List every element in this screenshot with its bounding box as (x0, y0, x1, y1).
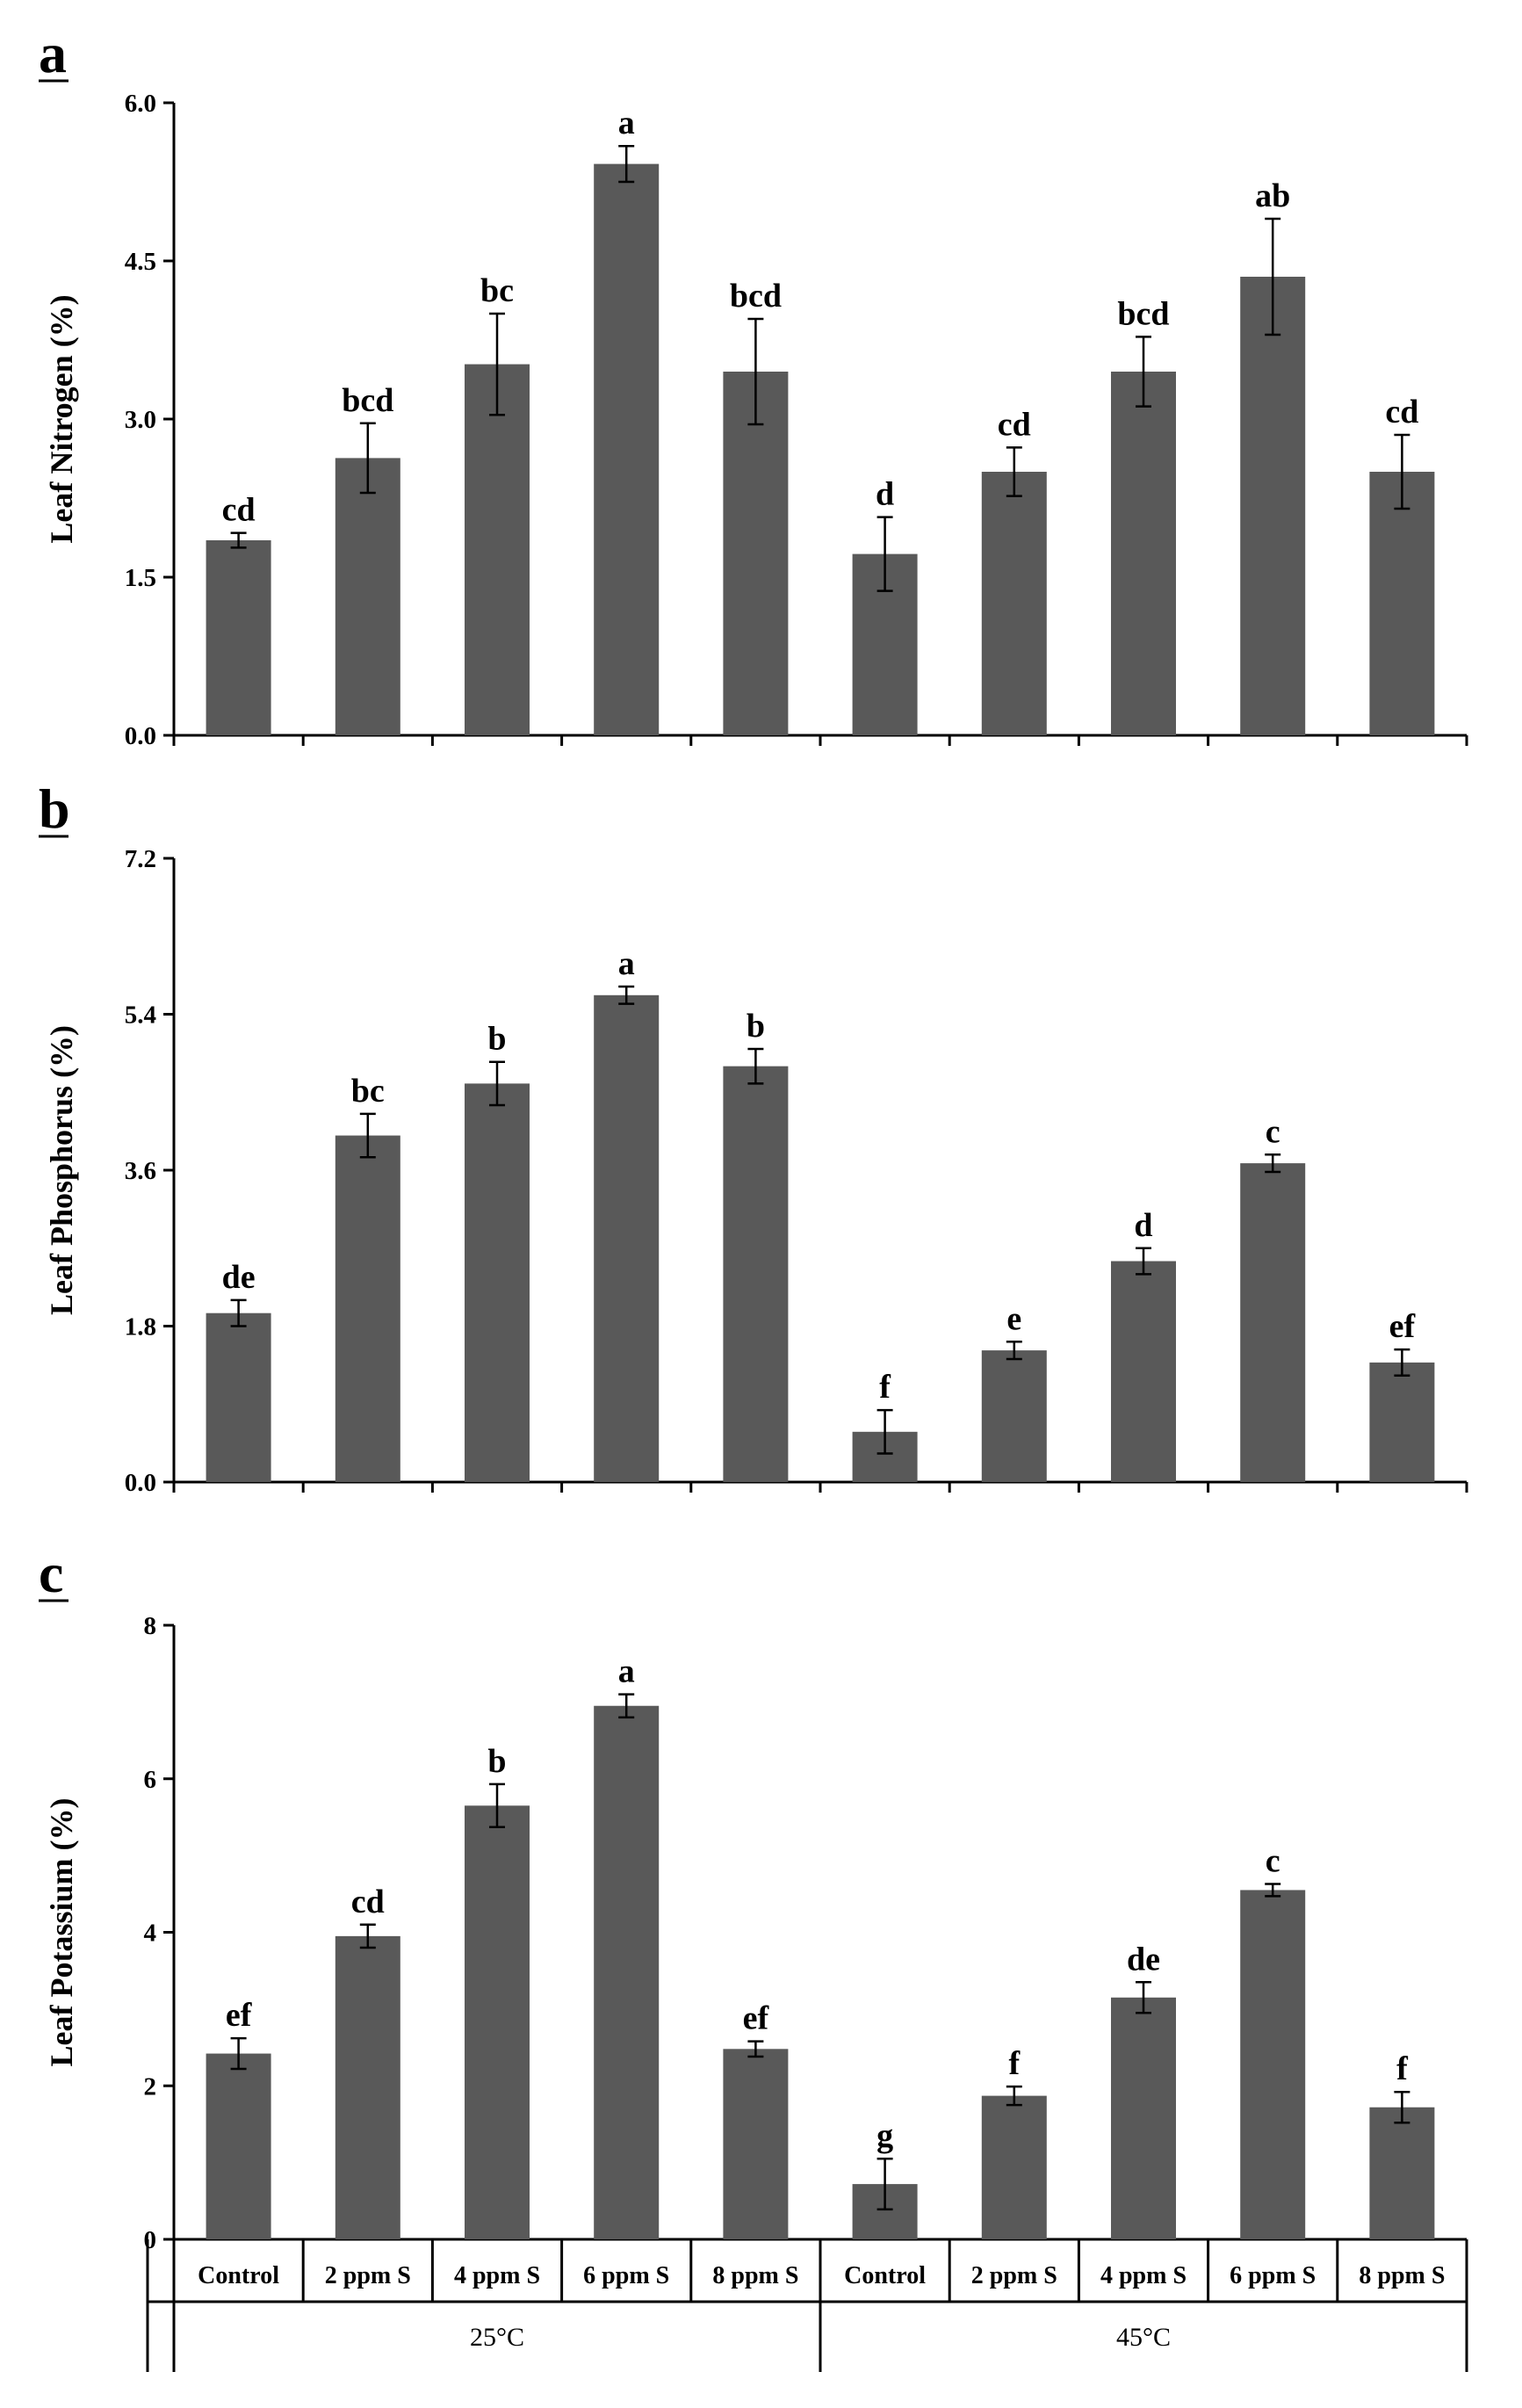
panel-c-significance-letter: ef (743, 2000, 770, 2037)
panel-a-y-tick-label: 0.0 (125, 722, 156, 750)
panel-b-bar (1369, 1362, 1435, 1482)
panel-c-y-tick-label: 4 (144, 1920, 157, 1948)
panel-a-label: a (39, 22, 67, 84)
panel-c-significance-letter: b (487, 1743, 506, 1780)
panel-b-bar (335, 1135, 400, 1482)
panel-b-significance-letter: b (487, 1021, 506, 1058)
panel-a-significance-letter: cd (998, 406, 1031, 443)
panel-c-group-label-25: 25°C (470, 2323, 524, 2352)
panel-a-significance-letter: d (876, 476, 894, 513)
panel-c-y-tick-label: 8 (144, 1612, 157, 1640)
panel-a-significance-letter: bcd (342, 382, 393, 419)
panel-c-category-label: 2 ppm S (971, 2262, 1057, 2289)
panel-a-y-tick-label: 3.0 (125, 406, 156, 434)
panel-c-category-label: 2 ppm S (325, 2262, 411, 2289)
panel-b-y-tick-label: 5.4 (125, 1002, 156, 1030)
panel-a-significance-letter: bcd (1117, 295, 1169, 332)
panel-a-significance-letter: bc (480, 272, 514, 309)
panel-b-bar (981, 1350, 1047, 1482)
panel-b-significance-letter: a (618, 945, 635, 982)
panel-c-significance-letter: f (1396, 2050, 1409, 2087)
panel-c-bar (1369, 2107, 1435, 2239)
panel-c-significance-letter: ef (226, 1997, 253, 2034)
panel-c-label: c (39, 1542, 63, 1604)
panel-c-bar (335, 1935, 400, 2239)
panel-b-significance-letter: d (1134, 1207, 1152, 1244)
panel-b-significance-letter: ef (1389, 1308, 1417, 1345)
panel-c-category-label: 4 ppm S (454, 2262, 540, 2289)
panel-b-y-tick-label: 0.0 (125, 1469, 156, 1497)
panel-a-bar (206, 540, 271, 735)
panel-b-bar (206, 1312, 271, 1482)
panel-b-bar (1240, 1163, 1306, 1482)
panel-a-bar (335, 458, 400, 735)
panel-a-y-axis-title: Leaf Nitrogen (%) (44, 294, 79, 543)
panel-b-significance-letter: b (747, 1008, 765, 1045)
panel-a-bar (981, 472, 1047, 735)
panel-c-y-tick-label: 2 (144, 2072, 157, 2101)
panel-c-bar (594, 1705, 660, 2239)
panel-c-group-label-45: 45°C (1116, 2323, 1171, 2352)
panel-c-y-tick-label: 6 (144, 1766, 157, 1794)
panel-b-y-tick-label: 1.8 (125, 1313, 156, 1341)
panel-b-bar (594, 994, 660, 1482)
panel-c-significance-letter: g (876, 2117, 893, 2154)
panel-a-bar (1369, 472, 1435, 735)
panel-c-category-label: Control (198, 2262, 279, 2289)
panel-b-significance-letter: f (879, 1369, 891, 1406)
panel-a-significance-letter: bcd (730, 278, 782, 315)
panel-c-significance-letter: f (1008, 2045, 1021, 2082)
panel-c-bar (465, 1805, 530, 2239)
panel-c-bar (723, 2049, 789, 2239)
panel-b-significance-letter: bc (351, 1073, 385, 1110)
panel-b-bar (465, 1083, 530, 1482)
panel-c-category-label: 4 ppm S (1100, 2262, 1187, 2289)
panel-a-bar (465, 364, 530, 735)
panel-a-significance-letter: ab (1255, 177, 1290, 214)
panel-b-significance-letter: e (1006, 1300, 1021, 1337)
panel-c-bar (981, 2095, 1047, 2239)
panel-c-category-label: 6 ppm S (583, 2262, 669, 2289)
panel-a-bar (594, 163, 660, 736)
panel-a-significance-letter: cd (222, 492, 256, 529)
panel-c-significance-letter: c (1266, 1842, 1280, 1879)
panel-a-significance-letter: a (618, 105, 635, 141)
panel-b-y-axis-title: Leaf Phosphorus (%) (44, 1025, 79, 1315)
panel-b-y-tick-label: 3.6 (125, 1157, 156, 1185)
panel-c-significance-letter: a (618, 1653, 635, 1690)
panel-c-bar (1111, 1997, 1176, 2239)
panel-c-bar (206, 2053, 271, 2239)
panel-a-bar (1111, 372, 1176, 735)
panel-c-y-tick-label: 0 (144, 2226, 157, 2254)
panel-c-category-label: Control (844, 2262, 926, 2289)
panel-b-bar (723, 1066, 789, 1482)
panel-a-y-tick-label: 6.0 (125, 90, 156, 118)
panel-c-significance-letter: de (1127, 1941, 1160, 1978)
panel-c-category-label: 6 ppm S (1230, 2262, 1316, 2289)
panel-b-y-tick-label: 7.2 (125, 845, 156, 873)
panel-a-bar (1240, 277, 1306, 735)
panel-c-category-label: 8 ppm S (712, 2262, 798, 2289)
panel-a-bar (723, 372, 789, 735)
panel-c-significance-letter: cd (351, 1884, 385, 1920)
panel-c-y-axis-title: Leaf Potassium (%) (44, 1798, 79, 2067)
panel-c-category-label: 8 ppm S (1359, 2262, 1445, 2289)
panel-a-y-tick-label: 1.5 (125, 564, 156, 592)
panel-a-significance-letter: cd (1385, 394, 1418, 430)
panel-a-y-tick-label: 4.5 (125, 248, 156, 276)
panel-b-bar (1111, 1261, 1176, 1482)
panel-b-significance-letter: c (1266, 1113, 1280, 1150)
panel-b-label: b (39, 777, 70, 840)
panel-c-bar (1240, 1890, 1306, 2239)
panel-b-significance-letter: de (222, 1259, 256, 1296)
